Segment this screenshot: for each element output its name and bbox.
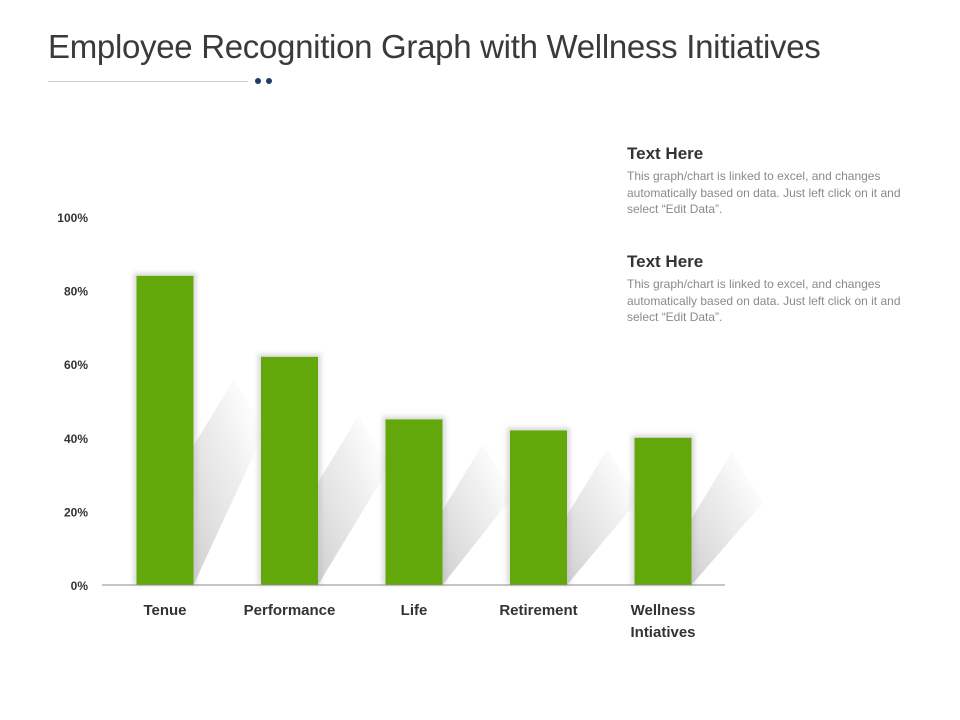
x-tick-label: Life — [401, 602, 428, 619]
bar — [136, 275, 194, 585]
bar-shadow — [442, 444, 515, 585]
bar-shadows — [193, 379, 764, 585]
x-tick-label: Performance — [244, 602, 336, 619]
text-block-2-heading: Text Here — [627, 252, 704, 271]
text-block-1: Text Here This graph/chart is linked to … — [627, 144, 927, 218]
bar-shadow — [193, 379, 266, 585]
bar-shadow — [691, 452, 764, 585]
bar-shadow — [567, 449, 639, 585]
text-block-2-body: This graph/chart is linked to excel, and… — [627, 277, 901, 324]
title-dot-1 — [255, 78, 261, 84]
y-tick-label: 100% — [57, 211, 88, 225]
y-tick-label: 0% — [71, 579, 89, 593]
y-tick-labels: 0% 20% 40% 60% 80% 100% — [57, 211, 88, 593]
text-block-2: Text Here This graph/chart is linked to … — [627, 252, 927, 326]
title-underline — [48, 81, 248, 82]
x-tick-label: Wellness Intiatives — [630, 602, 695, 641]
y-tick-label: 20% — [64, 505, 88, 519]
y-tick-label: 40% — [64, 432, 88, 446]
bar — [510, 430, 567, 585]
text-block-1-heading: Text Here — [627, 144, 704, 163]
bar-shadow — [318, 416, 390, 585]
page-title: Employee Recognition Graph with Wellness… — [48, 28, 821, 65]
y-tick-label: 60% — [64, 358, 88, 372]
bar — [385, 419, 443, 585]
title-dot-2 — [266, 78, 272, 84]
text-block-1-body: This graph/chart is linked to excel, and… — [627, 169, 901, 216]
x-tick-label: Tenue — [143, 602, 186, 619]
x-tick-labels: Tenue Performance Life Retirement Wellness In… — [143, 602, 695, 641]
y-tick-label: 80% — [64, 285, 88, 299]
bar — [261, 356, 318, 585]
bar — [634, 437, 692, 585]
bars — [133, 272, 695, 585]
x-tick-label: Retirement — [499, 602, 577, 619]
